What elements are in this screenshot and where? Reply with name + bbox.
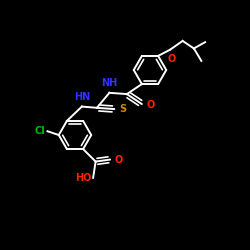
Text: O: O	[114, 154, 122, 164]
Text: S: S	[119, 104, 126, 114]
Text: O: O	[146, 100, 154, 110]
Text: HN: HN	[74, 92, 90, 102]
Text: HO: HO	[75, 173, 91, 183]
Text: Cl: Cl	[35, 126, 46, 136]
Text: NH: NH	[101, 78, 117, 88]
Text: O: O	[167, 54, 175, 64]
